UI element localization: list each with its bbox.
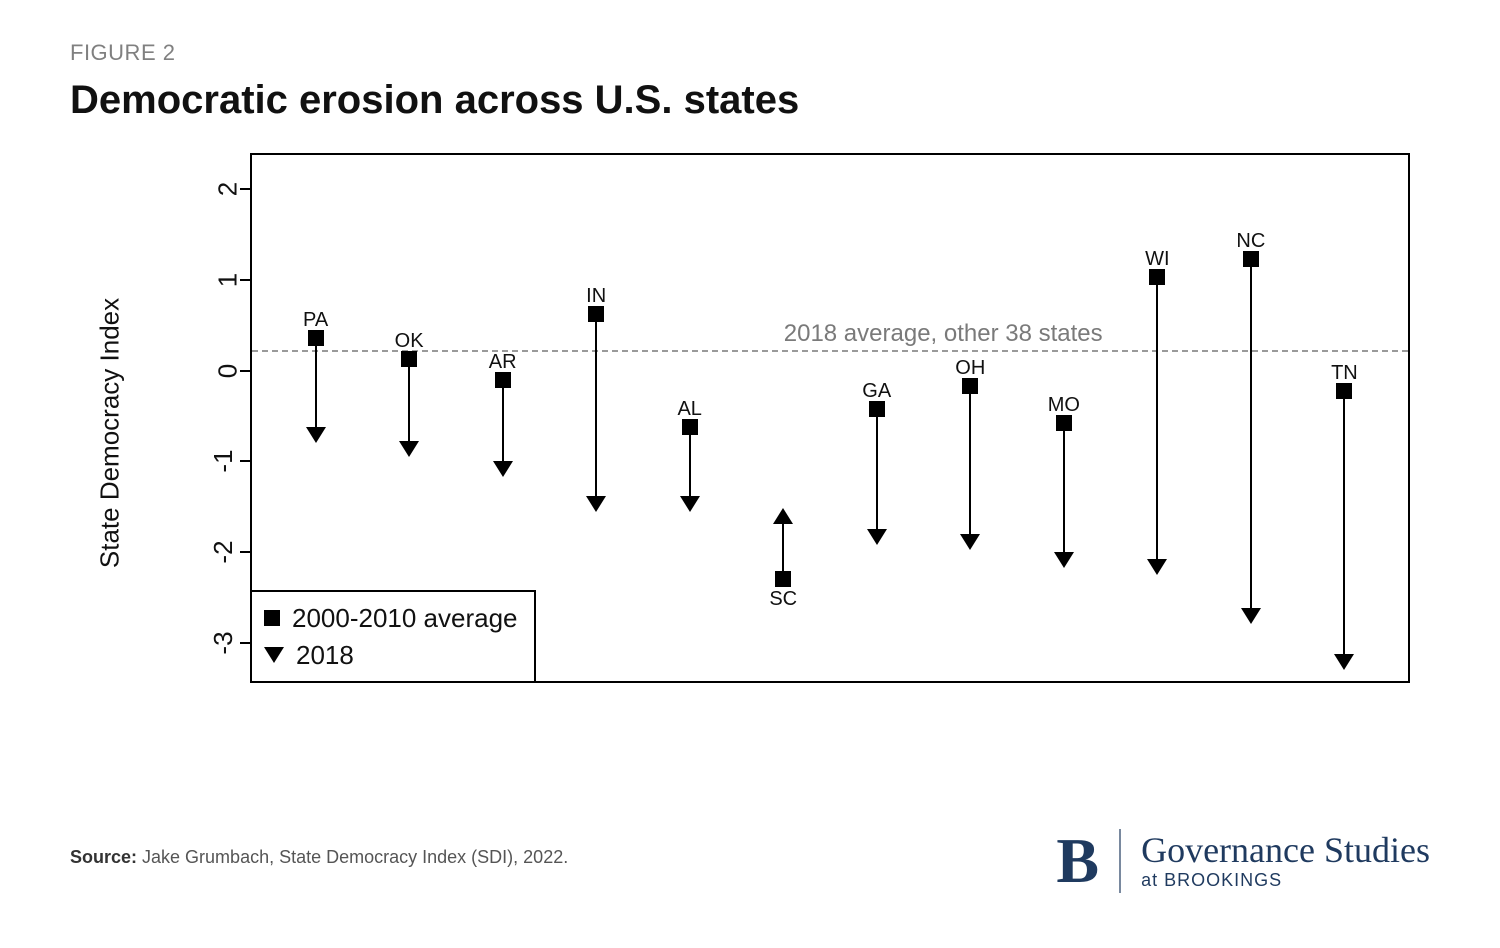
y-tick-mark (240, 551, 250, 553)
state-label: AR (489, 351, 517, 374)
start-marker (308, 330, 324, 346)
chart: State Democracy Index 2018 average, othe… (180, 143, 1420, 723)
arrow-head (773, 508, 793, 524)
figure-title: Democratic erosion across U.S. states (70, 78, 1430, 123)
start-marker (775, 571, 791, 587)
legend-triangle-label: 2018 (296, 637, 354, 673)
y-tick-mark (240, 370, 250, 372)
arrow-line (876, 409, 878, 531)
logo-line2: at BROOKINGS (1141, 871, 1430, 891)
start-marker (1336, 383, 1352, 399)
start-marker (1149, 269, 1165, 285)
start-marker (962, 378, 978, 394)
source-prefix: Source: (70, 847, 137, 867)
start-marker (588, 306, 604, 322)
start-marker (1056, 415, 1072, 431)
arrow-line (1156, 277, 1158, 561)
y-tick-label: -1 (208, 450, 239, 473)
start-marker (1243, 251, 1259, 267)
figure-page: FIGURE 2 Democratic erosion across U.S. … (0, 0, 1500, 948)
y-tick-label: -3 (208, 631, 239, 654)
start-marker (401, 351, 417, 367)
arrow-line (315, 338, 317, 429)
brookings-logo: B Governance Studies at BROOKINGS (1056, 829, 1430, 893)
figure-label: FIGURE 2 (70, 40, 1430, 66)
arrow-head (586, 496, 606, 512)
source-text: Jake Grumbach, State Democracy Index (SD… (137, 847, 568, 867)
state-label: TN (1331, 362, 1358, 385)
start-marker (682, 419, 698, 435)
state-label: MO (1048, 394, 1080, 417)
y-tick-mark (240, 279, 250, 281)
y-tick-mark (240, 642, 250, 644)
y-tick-label: -2 (208, 540, 239, 563)
arrow-line (595, 314, 597, 498)
y-tick-mark (240, 460, 250, 462)
state-label: IN (586, 285, 606, 308)
arrow-head (1334, 654, 1354, 670)
legend-row-square: 2000-2010 average (264, 600, 518, 636)
legend-row-triangle: 2018 (264, 637, 518, 673)
arrow-head (399, 441, 419, 457)
legend-square-label: 2000-2010 average (292, 600, 518, 636)
arrow-line (1343, 391, 1345, 656)
brookings-mark: B (1056, 829, 1099, 893)
legend-triangle-icon (264, 647, 284, 663)
start-marker (869, 401, 885, 417)
state-label: OK (395, 330, 424, 353)
arrow-line (1063, 423, 1065, 555)
state-label: OH (955, 357, 985, 380)
arrow-line (408, 359, 410, 443)
arrow-head (867, 529, 887, 545)
y-tick-label: 1 (212, 273, 243, 287)
arrow-line (502, 380, 504, 463)
arrow-head (1241, 608, 1261, 624)
reference-line (252, 350, 1408, 352)
logo-line2-brand: BROOKINGS (1164, 870, 1282, 890)
state-label: AL (677, 398, 701, 421)
arrow-head (960, 534, 980, 550)
logo-line2-prefix: at (1141, 870, 1164, 890)
arrow-head (1054, 552, 1074, 568)
arrow-head (1147, 559, 1167, 575)
state-label: PA (303, 309, 328, 332)
y-axis-label: State Democracy Index (95, 298, 126, 568)
logo-divider (1119, 829, 1121, 893)
legend: 2000-2010 average2018 (250, 590, 536, 683)
reference-line-label: 2018 average, other 38 states (784, 320, 1103, 348)
y-tick-label: 2 (212, 182, 243, 196)
arrow-head (680, 496, 700, 512)
arrow-head (306, 427, 326, 443)
arrow-line (689, 427, 691, 498)
source-line: Source: Jake Grumbach, State Democracy I… (70, 847, 568, 868)
state-label: SC (769, 588, 797, 611)
arrow-line (969, 386, 971, 536)
start-marker (495, 372, 511, 388)
arrow-head (493, 461, 513, 477)
y-tick-label: 0 (212, 363, 243, 377)
arrow-line (1250, 259, 1252, 610)
plot-area: 2018 average, other 38 states PA OK AR IN AL S… (250, 153, 1410, 683)
state-label: WI (1145, 248, 1169, 271)
legend-square-icon (264, 610, 280, 626)
state-label: NC (1236, 230, 1265, 253)
logo-text: Governance Studies at BROOKINGS (1141, 831, 1430, 890)
state-label: GA (862, 380, 891, 403)
logo-line1: Governance Studies (1141, 831, 1430, 871)
y-tick-mark (240, 188, 250, 190)
